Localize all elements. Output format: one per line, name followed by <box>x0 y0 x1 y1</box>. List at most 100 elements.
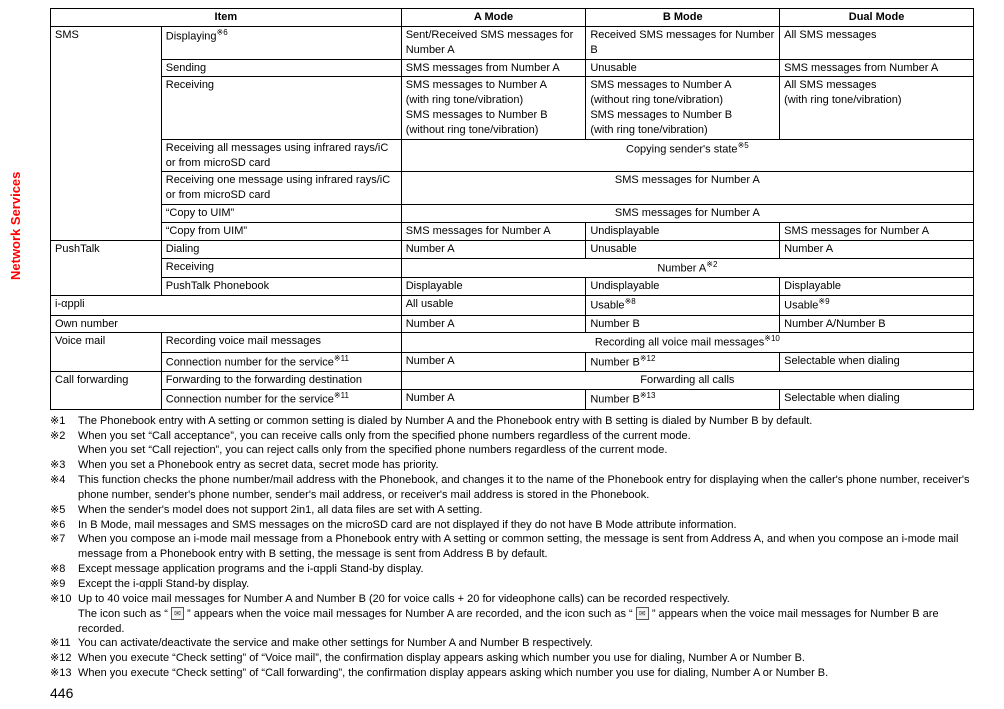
footnote-text: Except message application programs and … <box>78 562 974 577</box>
cell: Number B <box>586 315 780 333</box>
th-item: Item <box>51 9 402 27</box>
cell: Displayable <box>401 278 586 296</box>
cell: Number A/Number B <box>780 315 974 333</box>
cell: Usable※9 <box>780 296 974 316</box>
cell: Forwarding all calls <box>401 372 973 390</box>
cell-pushtalk: PushTalk <box>51 240 162 295</box>
footnote-text: In B Mode, mail messages and SMS message… <box>78 518 974 533</box>
footnote-text: When you compose an i-mode mail message … <box>78 532 974 562</box>
cell: Unusable <box>586 59 780 77</box>
footnote-key: ※1 <box>50 414 78 429</box>
footnote-text: This function checks the phone number/ma… <box>78 473 974 503</box>
cell: All SMS messages <box>780 26 974 59</box>
footnote-text: When you set “Call acceptance”, you can … <box>78 429 974 459</box>
cell: Recording voice mail messages <box>161 333 401 353</box>
page-number: 446 <box>50 685 974 701</box>
footnote-key: ※13 <box>50 666 78 681</box>
cell-voicemail: Voice mail <box>51 333 162 372</box>
footnote-text: You can activate/deactivate the service … <box>78 636 974 651</box>
sidebar-section-label: Network Services <box>8 172 23 280</box>
footnote-text: When you set a Phonebook entry as secret… <box>78 458 974 473</box>
footnote-key: ※2 <box>50 429 78 459</box>
footnote-text: When you execute “Check setting” of “Cal… <box>78 666 974 681</box>
footnote-row: ※10Up to 40 voice mail messages for Numb… <box>50 592 974 637</box>
cell: Selectable when dialing <box>780 390 974 410</box>
footnote-row: ※6In B Mode, mail messages and SMS messa… <box>50 518 974 533</box>
th-dual: Dual Mode <box>780 9 974 27</box>
footnotes: ※1The Phonebook entry with A setting or … <box>50 414 974 681</box>
cell: Number A <box>401 352 586 372</box>
cell: Receiving all messages using infrared ra… <box>161 139 401 172</box>
cell: SMS messages from Number A <box>401 59 586 77</box>
footnote-key: ※12 <box>50 651 78 666</box>
cell: Displaying※6 <box>161 26 401 59</box>
footnote-key: ※11 <box>50 636 78 651</box>
cell: Received SMS messages for Number B <box>586 26 780 59</box>
footnote-row: ※4This function checks the phone number/… <box>50 473 974 503</box>
footnote-row: ※9Except the i-αppli Stand-by display. <box>50 577 974 592</box>
cell: SMS messages to Number A (with ring tone… <box>401 77 586 139</box>
footnote-row: ※5When the sender's model does not suppo… <box>50 503 974 518</box>
cell-iappli: i-αppli <box>51 296 402 316</box>
footnote-row: ※2When you set “Call acceptance”, you ca… <box>50 429 974 459</box>
cell: Receiving one message using infrared ray… <box>161 172 401 205</box>
cell: Unusable <box>586 240 780 258</box>
cell-callfwd: Call forwarding <box>51 372 162 409</box>
cell: Dialing <box>161 240 401 258</box>
mode-table: Item A Mode B Mode Dual Mode SMS Display… <box>50 8 974 410</box>
cell: Number A <box>401 315 586 333</box>
cell: Number A※2 <box>401 258 973 278</box>
cell-sms: SMS <box>51 26 162 240</box>
cell: Undisplayable <box>586 222 780 240</box>
cell: Number A <box>401 240 586 258</box>
footnote-key: ※3 <box>50 458 78 473</box>
footnote-row: ※1The Phonebook entry with A setting or … <box>50 414 974 429</box>
footnote-row: ※13When you execute “Check setting” of “… <box>50 666 974 681</box>
footnote-key: ※6 <box>50 518 78 533</box>
footnote-key: ※7 <box>50 532 78 562</box>
cell: SMS messages from Number A <box>780 59 974 77</box>
cell: Number A <box>780 240 974 258</box>
cell: Sent/Received SMS messages for Number A <box>401 26 586 59</box>
cell: Receiving <box>161 77 401 139</box>
cell: “Copy from UIM” <box>161 222 401 240</box>
footnote-key: ※9 <box>50 577 78 592</box>
cell: Connection number for the service※11 <box>161 390 401 410</box>
voicemail-b-icon: ✉ <box>636 607 649 620</box>
cell: PushTalk Phonebook <box>161 278 401 296</box>
cell: “Copy to UIM” <box>161 205 401 223</box>
cell: SMS messages for Number A <box>401 222 586 240</box>
cell: SMS messages for Number A <box>401 205 973 223</box>
cell: Connection number for the service※11 <box>161 352 401 372</box>
footnote-text: When you execute “Check setting” of “Voi… <box>78 651 974 666</box>
footnote-row: ※7When you compose an i-mode mail messag… <box>50 532 974 562</box>
cell: Undisplayable <box>586 278 780 296</box>
footnote-text: The Phonebook entry with A setting or co… <box>78 414 974 429</box>
cell: Receiving <box>161 258 401 278</box>
cell: All usable <box>401 296 586 316</box>
footnote-key: ※10 <box>50 592 78 637</box>
cell: Number A <box>401 390 586 410</box>
footnote-key: ※4 <box>50 473 78 503</box>
cell: All SMS messages (with ring tone/vibrati… <box>780 77 974 139</box>
cell: Sending <box>161 59 401 77</box>
footnote-row: ※11You can activate/deactivate the servi… <box>50 636 974 651</box>
voicemail-a-icon: ✉ <box>171 607 184 620</box>
footnote-key: ※8 <box>50 562 78 577</box>
cell: Number B※13 <box>586 390 780 410</box>
cell: Recording all voice mail messages※10 <box>401 333 973 353</box>
footnote-key: ※5 <box>50 503 78 518</box>
footnote-row: ※8Except message application programs an… <box>50 562 974 577</box>
cell: Number B※12 <box>586 352 780 372</box>
footnote-text: When the sender's model does not support… <box>78 503 974 518</box>
cell: SMS messages for Number A <box>780 222 974 240</box>
footnote-row: ※3When you set a Phonebook entry as secr… <box>50 458 974 473</box>
th-a: A Mode <box>401 9 586 27</box>
cell: Displayable <box>780 278 974 296</box>
cell: SMS messages for Number A <box>401 172 973 205</box>
cell: Copying sender's state※5 <box>401 139 973 172</box>
cell: Usable※8 <box>586 296 780 316</box>
cell: SMS messages to Number A (without ring t… <box>586 77 780 139</box>
th-b: B Mode <box>586 9 780 27</box>
footnote-row: ※12When you execute “Check setting” of “… <box>50 651 974 666</box>
